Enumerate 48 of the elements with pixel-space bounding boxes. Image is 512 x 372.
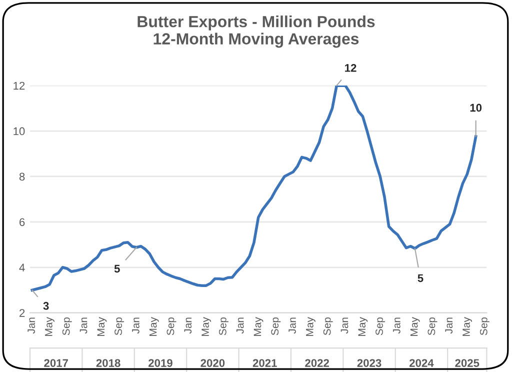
text: 2024: [409, 359, 434, 367]
x-tick-label: Sep: [271, 317, 281, 336]
text: 2018: [96, 359, 120, 367]
x-tick-label: May: [149, 317, 159, 336]
data-label: 5: [114, 264, 120, 273]
x-tick-label: Sep: [166, 317, 176, 336]
x-tick-label: Jan: [445, 318, 453, 334]
text: 2023: [357, 359, 382, 367]
x-tick-label: Sep: [62, 317, 72, 336]
text: 2021: [252, 359, 277, 367]
data-label: 5: [418, 274, 424, 282]
data-label: 12: [345, 64, 356, 72]
x-tick-label: May: [97, 317, 107, 336]
x-tick-label: Jan: [288, 318, 296, 334]
x-tick-label: Jan: [184, 318, 192, 334]
text: 2020: [200, 359, 225, 367]
x-tick-label: May: [306, 317, 316, 336]
x-tick-label: May: [462, 317, 472, 336]
y-tick-label: 12: [14, 82, 25, 90]
x-tick-label: Jan: [132, 318, 140, 334]
x-tick-label: May: [202, 317, 212, 336]
x-tick-label: Sep: [114, 317, 124, 336]
x-tick-label: May: [254, 317, 264, 336]
text: 2019: [148, 359, 172, 367]
x-tick-label: Sep: [480, 317, 490, 336]
text: 2025: [455, 359, 480, 367]
y-tick-label: 4: [19, 264, 25, 272]
x-tick-label: Jan: [236, 318, 244, 334]
x-tick-label: Sep: [376, 317, 385, 336]
data-label: 10: [470, 104, 482, 112]
x-tick-label: Jan: [80, 318, 88, 334]
y-tick-label: 8: [19, 172, 25, 181]
x-tick-label: May: [45, 317, 54, 336]
x-tick-label: Jan: [28, 318, 35, 334]
x-tick-label: Jan: [393, 318, 400, 334]
text: 2022: [305, 359, 329, 367]
x-tick-label: Sep: [428, 317, 438, 336]
y-tick-label: 10: [14, 127, 25, 136]
x-tick-label: May: [410, 317, 420, 336]
x-tick-label: Jan: [340, 318, 348, 334]
y-tick-label: 2: [20, 309, 25, 317]
x-tick-label: Sep: [323, 317, 333, 336]
x-tick-label: Sep: [218, 317, 228, 336]
chart-title: Butter Exports - Million Pounds 12-Month Moving Averages: [138, 16, 375, 48]
data-label: 3: [43, 302, 49, 310]
y-tick-label: 6: [20, 218, 25, 226]
text: 2017: [44, 359, 68, 367]
x-tick-label: May: [358, 317, 368, 336]
